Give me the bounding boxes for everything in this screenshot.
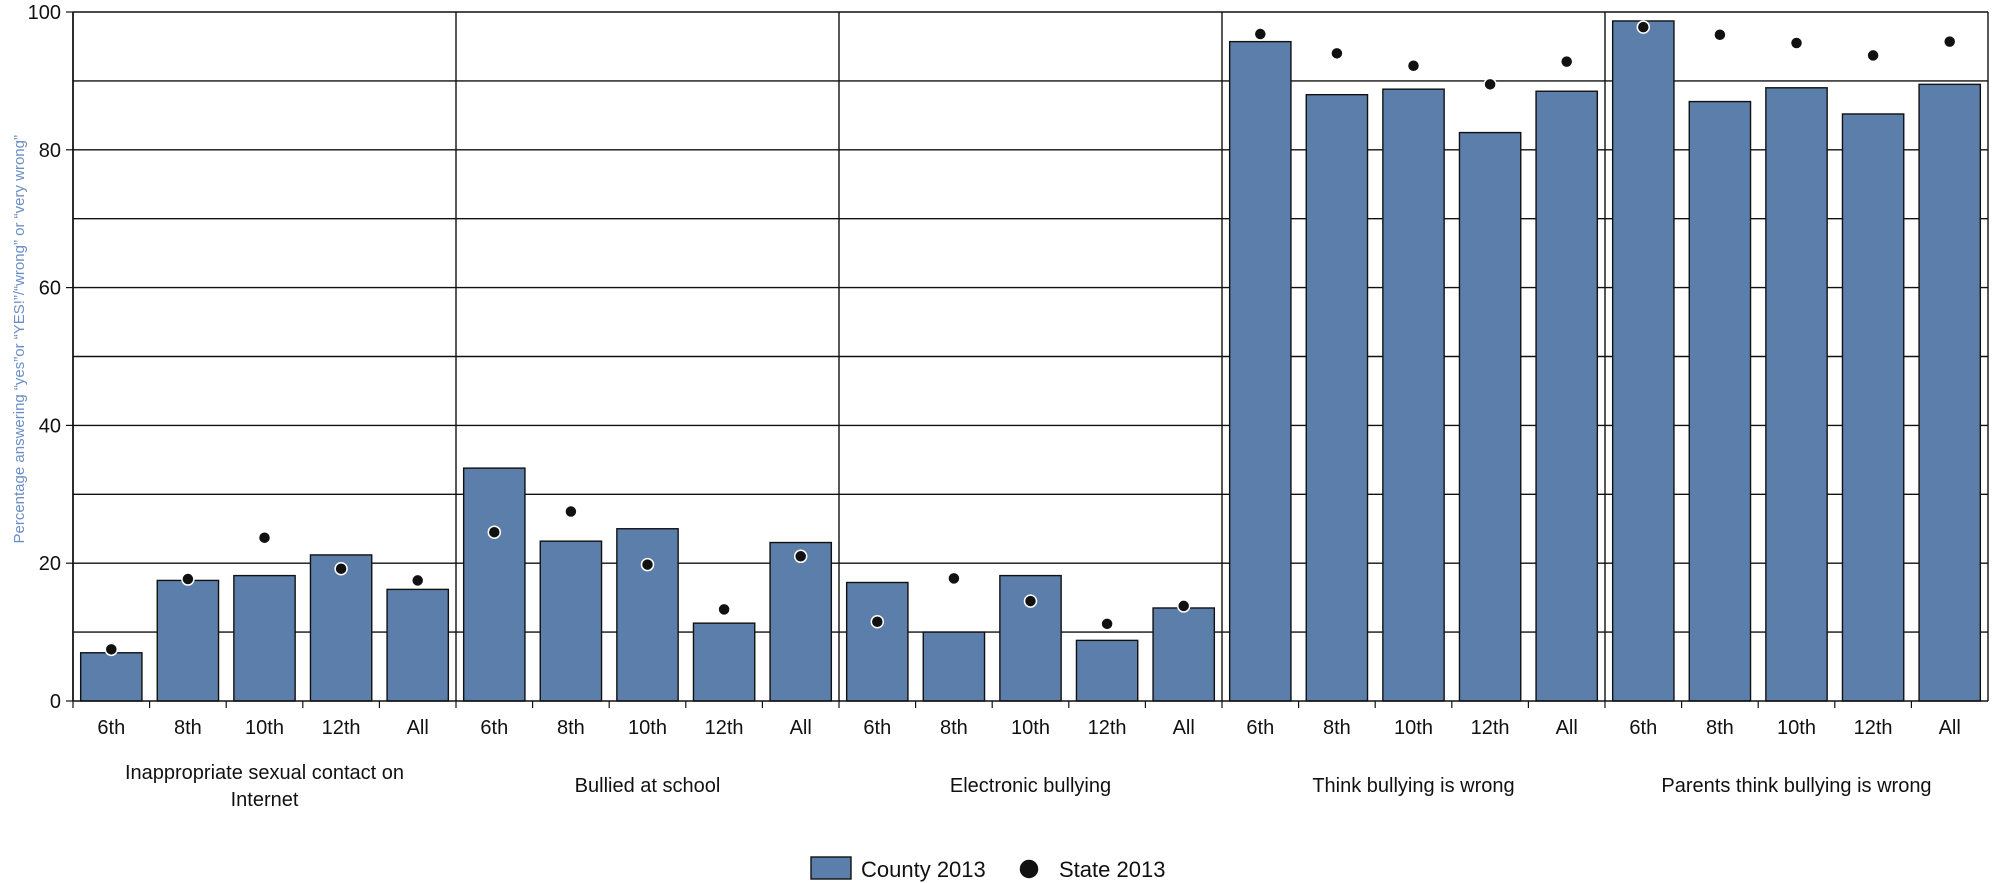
bar-county-g0-12th <box>309 554 373 702</box>
bar-county-g4-12th <box>1841 113 1905 702</box>
dot-state-g0-8th <box>181 572 195 586</box>
x-tick-label: 10th <box>628 717 667 739</box>
dot-state-g3-6th <box>1253 27 1268 41</box>
group-label: Think bullying is wrong <box>1312 775 1514 797</box>
bar-county-g3-12th <box>1458 131 1522 702</box>
bar-county-g1-All <box>769 541 833 702</box>
x-tick-label: 12th <box>705 717 744 739</box>
dot-state-g3-12th <box>1483 77 1497 92</box>
dot-state-g4-All <box>1942 34 1957 49</box>
bar-county-g3-All <box>1535 90 1599 702</box>
dot-state-g4-10th <box>1789 36 1804 50</box>
x-tick-label: All <box>1939 717 1961 739</box>
bar-county-g0-8th <box>156 579 220 702</box>
bar-county-g2-6th <box>845 581 909 702</box>
x-tick-label: 12th <box>1471 717 1510 739</box>
group-label: Inappropriate sexual contact on <box>125 762 404 784</box>
legend-label-county: County 2013 <box>861 857 986 882</box>
x-tick-label: 10th <box>1011 717 1050 739</box>
bar-county-g4-6th <box>1611 20 1675 702</box>
x-tick-label: All <box>790 717 812 739</box>
group-label: Bullied at school <box>575 775 721 797</box>
label-layer: 6th 8th 10th 12th All Inappropriate sexual co… <box>11 2 1961 811</box>
dot-state-g2-12th <box>1100 617 1114 631</box>
bar-layer <box>79 20 1982 702</box>
x-tick-label: 10th <box>1777 717 1816 739</box>
dot-state-g3-8th <box>1330 46 1344 61</box>
dot-state-g0-12th <box>334 561 348 576</box>
dot-state-g2-6th <box>870 615 885 629</box>
dot-state-g0-10th <box>257 530 272 545</box>
x-tick-label: 12th <box>322 717 361 739</box>
bar-county-g2-All <box>1152 607 1216 702</box>
legend-swatch-county <box>810 856 852 880</box>
bar-county-g3-8th <box>1305 93 1369 702</box>
dot-state-g1-6th <box>487 525 502 539</box>
bar-county-g1-10th <box>616 528 679 702</box>
x-tick-label: 8th <box>557 717 585 739</box>
group-label: Parents think bullying is wrong <box>1661 775 1931 797</box>
group-label: Internet <box>231 789 299 811</box>
y-tick-label: 0 <box>50 691 61 713</box>
bar-county-g1-6th <box>462 467 526 702</box>
x-tick-label: 6th <box>863 717 891 739</box>
y-tick-label: 40 <box>39 415 61 437</box>
y-tick-label: 100 <box>28 2 61 24</box>
bar-county-g1-12th <box>692 622 756 702</box>
dot-state-g1-All <box>793 549 808 564</box>
x-tick-label: 8th <box>940 717 968 739</box>
dot-state-g0-6th <box>104 642 119 657</box>
group-label: Electronic bullying <box>950 775 1111 797</box>
legend-label-state: State 2013 <box>1059 857 1165 882</box>
x-tick-label: 6th <box>1246 717 1274 739</box>
x-tick-label: 10th <box>245 717 284 739</box>
dot-state-g2-All <box>1176 599 1191 613</box>
y-tick-label: 60 <box>39 278 61 300</box>
bar-county-g3-10th <box>1382 88 1445 702</box>
y-axis-label: Percentage answering “yes”or “YES!”/“wro… <box>11 135 28 543</box>
dot-state-g1-12th <box>717 602 731 617</box>
bar-county-g0-10th <box>233 574 296 702</box>
dot-state-g4-8th <box>1713 27 1727 42</box>
bar-county-g1-8th <box>539 540 603 702</box>
y-tick-label: 20 <box>39 553 61 575</box>
x-tick-label: 12th <box>1854 717 1893 739</box>
x-tick-label: All <box>1173 717 1195 739</box>
x-tick-label: All <box>1556 717 1578 739</box>
x-tick-label: 12th <box>1088 717 1127 739</box>
x-tick-label: 6th <box>97 717 125 739</box>
y-tick-label: 80 <box>39 140 61 162</box>
legend-swatch-state <box>1018 858 1040 880</box>
dot-state-g3-All <box>1559 54 1574 69</box>
dot-layer <box>104 20 1957 657</box>
x-tick-label: 6th <box>1629 717 1657 739</box>
bar-county-g4-All <box>1918 83 1982 702</box>
dot-state-g4-12th <box>1866 48 1880 63</box>
axis-layer <box>66 11 1988 708</box>
dot-state-g3-10th <box>1406 58 1421 73</box>
dot-state-g2-8th <box>947 571 961 586</box>
dot-state-g2-10th <box>1023 594 1038 608</box>
x-tick-label: 8th <box>1323 717 1351 739</box>
bar-county-g4-10th <box>1765 87 1828 702</box>
x-tick-label: 8th <box>174 717 202 739</box>
x-tick-label: 10th <box>1394 717 1433 739</box>
x-tick-label: All <box>407 717 429 739</box>
legend: County 2013 State 2013 <box>810 856 1165 882</box>
dot-state-g1-8th <box>564 504 578 519</box>
x-tick-label: 6th <box>480 717 508 739</box>
dot-state-g4-6th <box>1636 20 1651 34</box>
dot-state-g0-All <box>410 573 425 588</box>
bar-county-g3-6th <box>1228 40 1292 702</box>
bar-county-g4-8th <box>1688 100 1752 702</box>
bar-county-g2-12th <box>1075 639 1139 702</box>
bar-county-g0-6th <box>79 652 143 702</box>
dot-state-g1-10th <box>640 557 655 572</box>
bar-county-g2-8th <box>922 631 986 702</box>
bar-county-g0-All <box>386 588 450 702</box>
x-tick-label: 8th <box>1706 717 1734 739</box>
